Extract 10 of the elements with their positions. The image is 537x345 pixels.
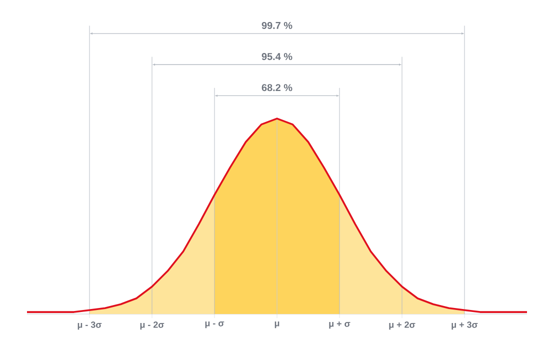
- x-tick-label: μ - σ: [205, 322, 224, 328]
- x-tick-label: μ - 3σ: [78, 322, 102, 330]
- text: 99.7 %: [262, 22, 292, 29]
- text: 68.2 %: [262, 84, 292, 92]
- text: 95.4 %: [262, 53, 292, 60]
- x-tick-label: μ + 2σ: [389, 322, 416, 330]
- x-tick-label: μ - 2σ: [140, 322, 164, 330]
- x-tick-label: μ + σ: [329, 322, 350, 329]
- x-tick-label: μ: [274, 322, 280, 328]
- x-tick-label: μ + 3σ: [452, 322, 478, 330]
